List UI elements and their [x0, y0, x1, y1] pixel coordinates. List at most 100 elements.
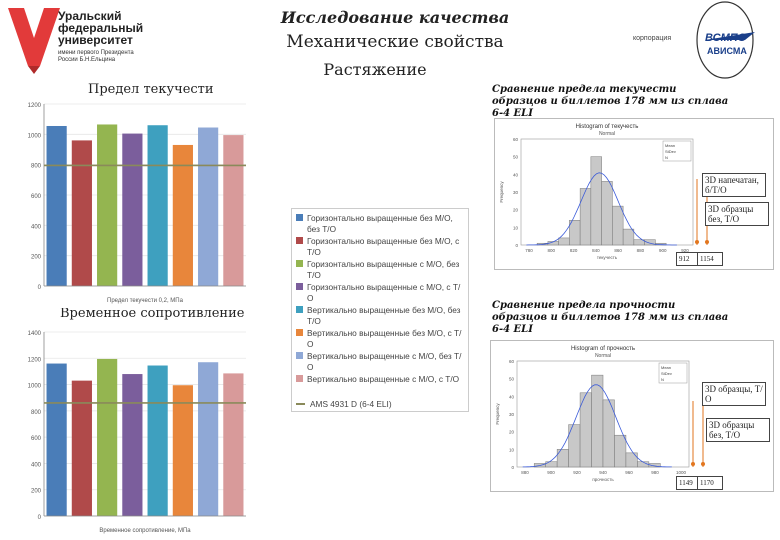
callout-tensile-1: 3D образцы, Т/О	[702, 382, 766, 406]
legend-swatch	[296, 375, 303, 382]
legend-swatch	[296, 329, 303, 336]
callout-tensile-2: 3D образцы без, Т/О	[706, 418, 770, 442]
vsmpo-emblem-icon	[696, 1, 755, 79]
x-tick-label: 920	[573, 470, 581, 475]
legend-label: Горизонтально выращенные без М/О, с Т/О	[307, 236, 460, 257]
y-tick-label: 40	[513, 172, 519, 177]
marker-dot	[695, 240, 699, 244]
y-tick-label: 60	[513, 137, 519, 142]
legend-swatch	[296, 214, 303, 221]
tensile-bar-chart: 0 200 400 600 800 1000 1200 1400 Временное сопро…	[22, 326, 254, 538]
legend-swatch	[296, 306, 303, 313]
x-tick-label: 880	[637, 248, 645, 253]
y-tick-label: 1000	[28, 384, 42, 390]
bar	[46, 125, 67, 286]
callout-yield-val2: 1154	[697, 252, 723, 266]
legend-swatch	[296, 260, 303, 267]
histogram-bar	[648, 463, 661, 468]
legend-line-swatch	[296, 403, 305, 405]
y-tick-label: 0	[38, 515, 42, 521]
histogram-bar	[601, 181, 613, 246]
histogram-bar	[579, 188, 592, 246]
callout-yield-val1: 912	[676, 252, 700, 266]
marker-dot	[701, 462, 705, 466]
bar	[198, 362, 219, 516]
x-tick-label: 940	[599, 470, 607, 475]
bar	[223, 373, 244, 516]
y-tick-label: 20	[513, 208, 519, 213]
caption-yield: Предел текучести	[88, 82, 214, 97]
x-tick-label: 880	[521, 470, 529, 475]
bar	[223, 135, 244, 286]
y-axis-label: Frequency	[499, 181, 504, 203]
y-tick-label: 30	[513, 190, 519, 195]
y-tick-label: 1000	[28, 133, 42, 139]
x-axis-label: Предел текучести 0,2, МПа	[107, 298, 184, 304]
histogram-subtitle: Normal	[595, 353, 611, 359]
partner-logo: корпорация ВСМПО АВИСМА	[615, 0, 780, 80]
normal-curve	[522, 384, 672, 468]
stats-label: Mean	[665, 143, 675, 148]
partner-label: корпорация	[633, 35, 672, 42]
x-tick-label: 820	[570, 248, 578, 253]
caption-compare-tensile: Сравнение предела прочности образцов и б…	[492, 300, 729, 335]
x-tick-label: 780	[525, 248, 533, 253]
histogram-bar	[591, 374, 604, 468]
histogram-bar	[614, 434, 627, 468]
partner-brand-2: АВИСМА	[707, 46, 747, 56]
legend-swatch	[296, 352, 303, 359]
bar	[46, 363, 67, 516]
marker-dot	[691, 462, 695, 466]
bar	[147, 365, 168, 516]
histogram-bar	[622, 228, 635, 246]
x-tick-label: 800	[548, 248, 556, 253]
histogram-bar	[556, 449, 569, 468]
x-tick-label: 980	[651, 470, 659, 475]
x-tick-label: 900	[659, 248, 667, 253]
y-tick-label: 0	[515, 243, 518, 248]
legend-swatch	[296, 237, 303, 244]
histogram-bar	[569, 220, 581, 246]
histogram-bar	[590, 156, 602, 246]
bar	[122, 133, 143, 286]
y-tick-label: 10	[509, 447, 515, 452]
legend-label: Вертикально выращенные с М/О, с Т/О	[307, 374, 460, 384]
x-tick-label: 960	[625, 470, 633, 475]
y-tick-label: 40	[509, 394, 515, 399]
x-axis-label: Временное сопротивление, МПа	[99, 528, 191, 534]
x-axis-label: прочность	[592, 477, 614, 482]
y-axis-label: Frequency	[495, 403, 500, 425]
normal-curve	[526, 172, 677, 246]
y-tick-label: 30	[509, 412, 515, 417]
histogram-bar	[625, 452, 638, 468]
bar	[172, 385, 193, 516]
marker-dot	[705, 240, 709, 244]
y-tick-label: 600	[31, 194, 42, 200]
x-axis-label: текучесть	[597, 255, 618, 260]
y-tick-label: 1400	[28, 331, 42, 337]
caption-tensile: Временное сопротивление	[60, 306, 245, 321]
x-tick-label: 920	[681, 248, 689, 253]
y-tick-label: 10	[513, 225, 519, 230]
university-logo: Уральский федеральный университет имени …	[0, 0, 148, 80]
slide-subtitle: Механические свойства	[286, 32, 504, 52]
slide-section: Растяжение	[323, 60, 427, 79]
y-tick-label: 20	[509, 430, 515, 435]
y-tick-label: 600	[31, 436, 42, 442]
y-tick-label: 800	[31, 164, 42, 170]
histogram-tensile-frame: Histogram of прочность Normal 0 10 20 30 40 50 6…	[490, 340, 774, 492]
legend-label: Вертикально выращенные без М/О, без Т/О	[307, 305, 461, 326]
stats-label: StDev	[665, 149, 676, 154]
bar	[122, 374, 143, 516]
callout-yield-1: 3D напечатан, б/Т/О	[702, 173, 766, 197]
stats-box	[662, 140, 692, 162]
histogram-title: Histogram of прочность	[571, 346, 635, 352]
partner-brand: ВСМПО	[705, 32, 747, 44]
callout-yield-2: 3D образцы без, Т/О	[705, 202, 769, 226]
x-tick-label: 1000	[676, 470, 687, 475]
histogram-bar	[644, 239, 656, 246]
x-tick-label: 840	[592, 248, 600, 253]
